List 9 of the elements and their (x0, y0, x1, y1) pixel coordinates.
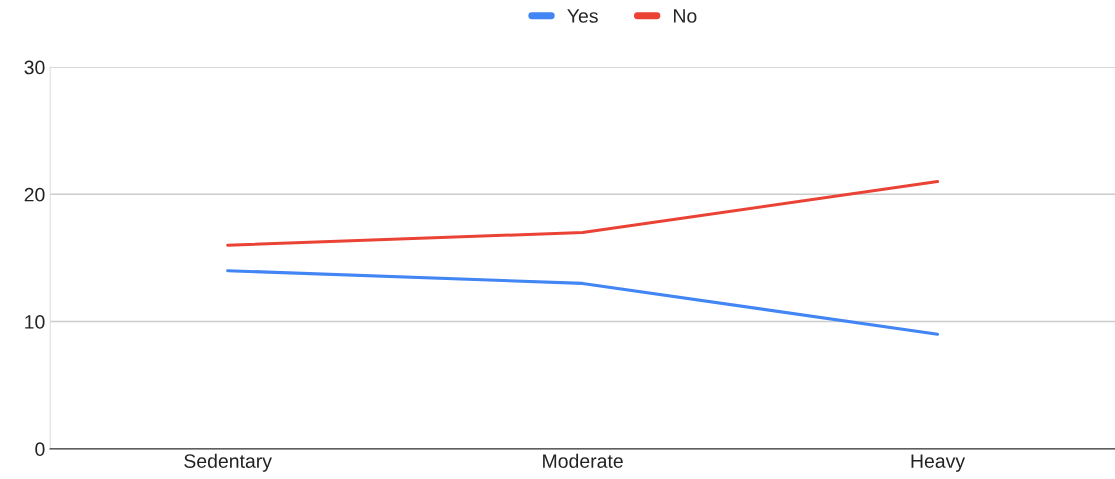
legend-label: Yes (567, 9, 598, 23)
x-tick-label: Moderate (543, 453, 623, 468)
x-tick-label: Heavy (911, 454, 966, 472)
y-tick-label: 10 (25, 315, 45, 329)
legend-label: No (674, 9, 697, 23)
y-tick-label: 30 (24, 60, 45, 75)
x-tick-label: Sedentary (184, 453, 272, 472)
y-tick-label: 0 (35, 442, 45, 457)
y-tick-label: 20 (24, 187, 45, 202)
